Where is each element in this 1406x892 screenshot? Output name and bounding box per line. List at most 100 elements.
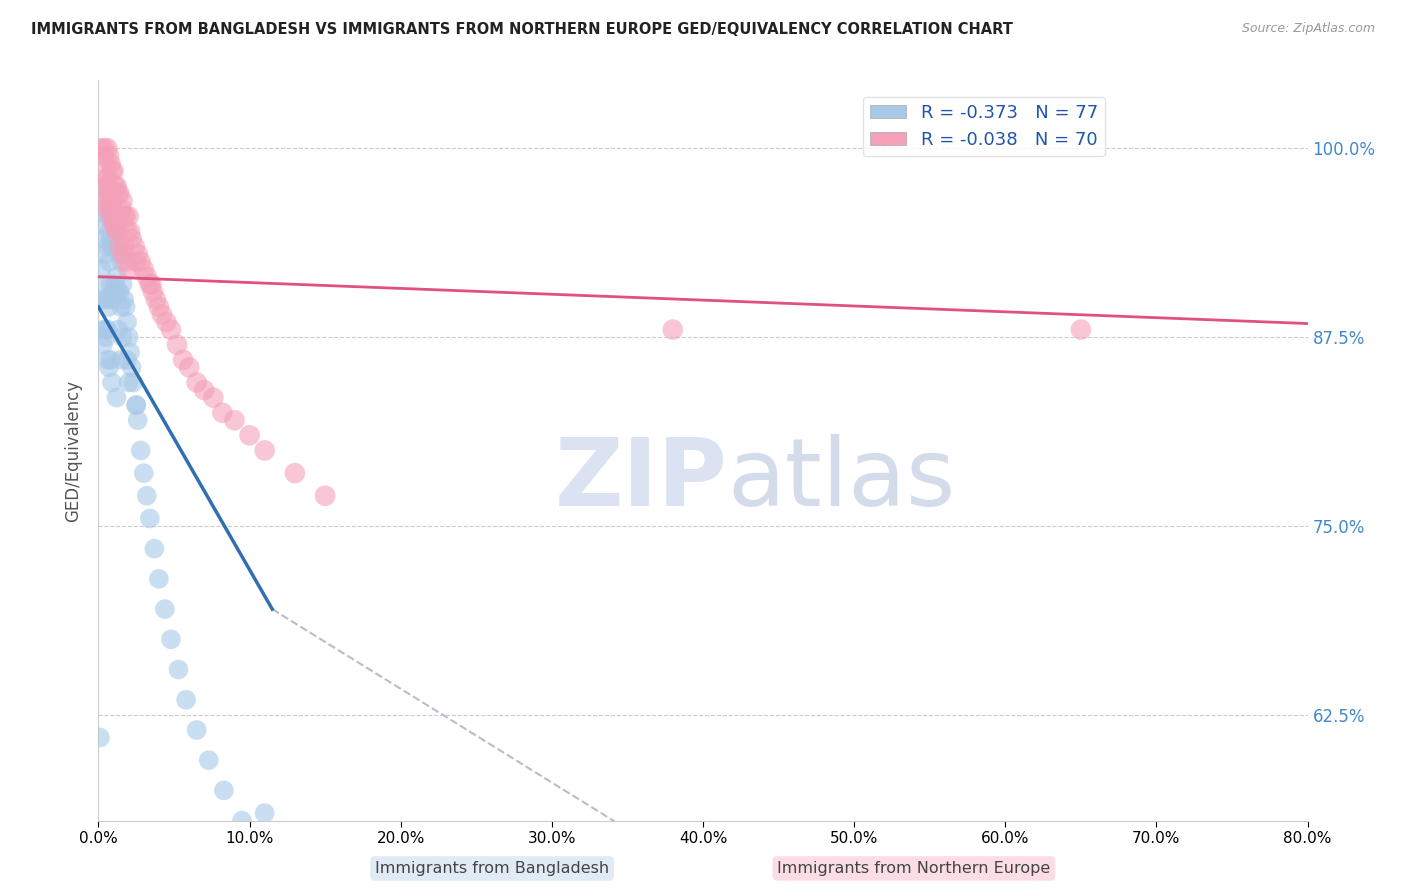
Point [197,753,219,767]
Point [98,254,121,268]
Point [101,202,124,216]
Point [139,277,162,292]
Text: Immigrants from Bangladesh: Immigrants from Bangladesh [375,861,609,876]
Point [186,376,208,390]
Point [89,731,111,745]
Point [118,209,141,223]
Point [100,202,122,216]
Point [115,224,138,238]
Point [101,376,124,390]
Point [107,224,129,238]
Point [100,277,122,292]
Point [132,262,155,277]
Point [145,293,167,307]
Point [122,376,145,390]
Point [93,141,115,155]
Point [103,164,125,178]
Point [110,352,132,367]
Point [143,541,166,556]
Point [103,209,125,223]
Point [155,315,177,329]
Text: Immigrants from Northern Europe: Immigrants from Northern Europe [778,861,1050,876]
Point [101,239,124,253]
Point [284,466,307,480]
Point [114,209,136,223]
Point [94,202,117,216]
Point [110,300,132,314]
Point [174,692,197,706]
Point [111,194,134,209]
Point [90,217,112,231]
Point [150,308,173,322]
Point [100,352,122,367]
Point [98,179,121,194]
Point [108,239,131,253]
Point [94,156,117,170]
Text: Source: ZipAtlas.com: Source: ZipAtlas.com [1241,22,1375,36]
Point [107,186,129,201]
Point [96,352,118,367]
Point [125,254,148,268]
Point [96,293,118,307]
Point [127,413,149,427]
Point [104,217,127,231]
Point [96,239,118,253]
Point [108,285,131,299]
Point [107,285,129,299]
Point [167,663,190,677]
Point [193,383,215,397]
Point [115,315,138,329]
Point [101,164,124,178]
Point [111,330,134,344]
Point [94,247,117,261]
Point [118,330,141,344]
Point [104,179,127,194]
Point [93,293,115,307]
Point [142,285,165,299]
Point [93,186,115,201]
Point [112,293,135,307]
Point [121,232,143,246]
Point [1070,322,1092,336]
Point [98,194,121,209]
Legend: R = -0.373   N = 77, R = -0.038   N = 70: R = -0.373 N = 77, R = -0.038 N = 70 [863,96,1105,156]
Point [120,345,142,359]
Point [103,217,125,231]
Point [231,814,253,828]
Point [111,247,134,261]
Point [118,262,141,277]
Point [121,360,143,375]
Point [135,269,157,284]
Y-axis label: GED/Equivalency: GED/Equivalency [65,379,83,522]
Text: atlas: atlas [727,434,956,526]
Point [127,247,149,261]
Point [186,723,208,737]
Point [253,806,276,821]
Point [100,186,122,201]
Point [96,141,118,155]
Point [103,239,125,253]
Point [202,391,225,405]
Point [314,489,336,503]
Point [129,254,152,268]
Point [239,428,262,442]
Point [96,202,118,216]
Point [172,352,194,367]
Point [141,277,163,292]
Point [91,277,114,292]
Point [105,179,128,194]
Point [112,209,135,223]
Point [132,466,155,480]
Point [101,293,124,307]
Point [94,171,117,186]
Point [93,194,115,209]
Point [105,269,128,284]
Text: IMMIGRANTS FROM BANGLADESH VS IMMIGRANTS FROM NORTHERN EUROPE GED/EQUIVALENCY CO: IMMIGRANTS FROM BANGLADESH VS IMMIGRANTS… [31,22,1012,37]
Point [94,330,117,344]
Point [110,202,132,216]
Point [96,209,118,223]
Point [90,262,112,277]
Point [112,239,135,253]
Point [93,232,115,246]
Point [108,247,131,261]
